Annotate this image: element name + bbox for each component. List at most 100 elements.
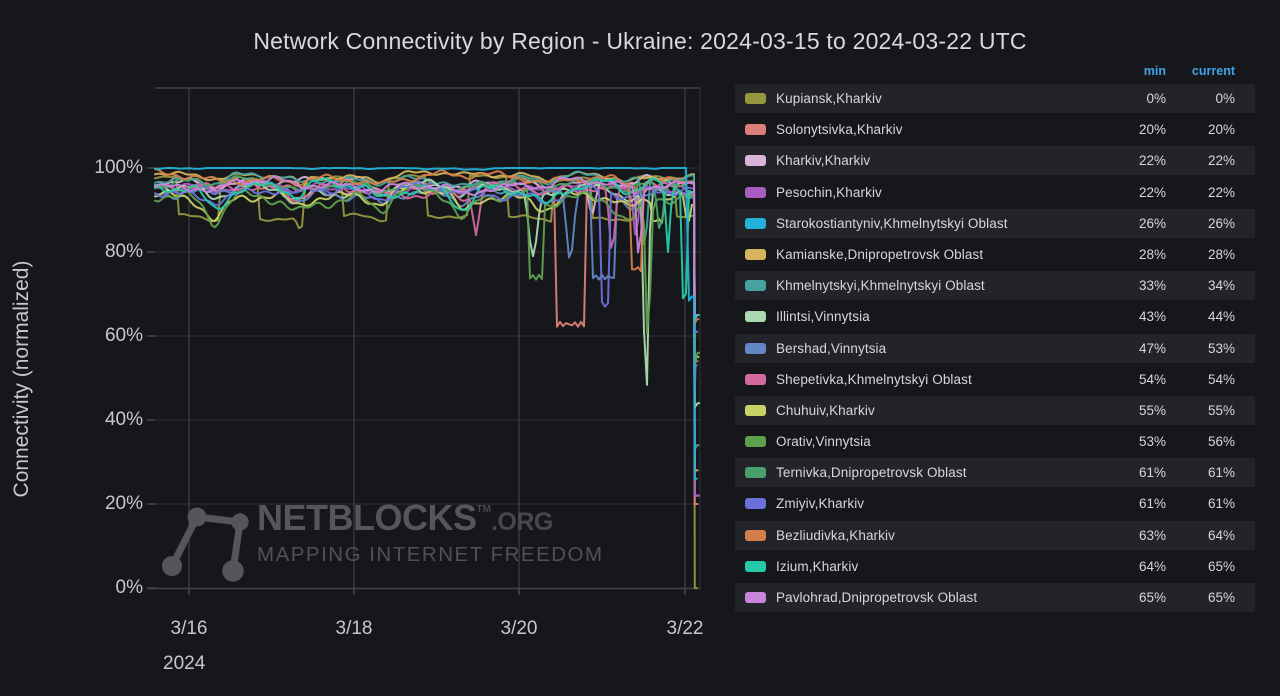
legend-label[interactable]: Kamianske,Dnipropetrovsk Oblast [776, 246, 984, 262]
legend-row[interactable]: Bershad,Vinnytsia 47% 53% [735, 333, 1255, 363]
series-line-pavlohrad-dnipropetrovsk-oblast [154, 175, 698, 316]
legend-label[interactable]: Orativ,Vinnytsia [776, 434, 871, 450]
series-line-starokostiantyniv-khmelnytskyi-oblast [154, 167, 698, 480]
legend-min-value: 22% [1138, 184, 1166, 200]
legend-current-value: 61% [1207, 496, 1235, 512]
legend-current-value: 28% [1207, 246, 1235, 262]
legend-swatch-icon[interactable] [745, 248, 766, 260]
watermark-tm: TM [476, 504, 491, 515]
legend-current-value: 22% [1207, 153, 1235, 169]
legend-swatch-icon[interactable] [745, 124, 766, 136]
legend-min-value: 47% [1138, 340, 1166, 356]
legend-label[interactable]: Shepetivka,Khmelnytskyi Oblast [776, 371, 972, 387]
legend-table: min current Kupiansk,Kharkiv 0% 0% Solonyts… [735, 60, 1255, 614]
legend-row[interactable]: Illintsi,Vinnytsia 43% 44% [735, 302, 1255, 331]
series-line-chuhuiv-kharkiv [154, 185, 700, 358]
legend-label[interactable]: Pavlohrad,Dnipropetrovsk Oblast [776, 590, 978, 605]
legend-current-value: 54% [1207, 371, 1235, 387]
legend-swatch-icon[interactable] [745, 373, 766, 385]
page-title: Network Connectivity by Region - Ukraine… [253, 28, 1027, 54]
legend-current-value: 26% [1207, 215, 1235, 231]
legend-row[interactable]: Pavlohrad,Dnipropetrovsk Oblast 65% 65% [735, 583, 1255, 612]
legend-min-value: 63% [1138, 527, 1166, 543]
legend-label[interactable]: Starokostiantyniv,Khmelnytskyi Oblast [776, 215, 1008, 231]
legend-swatch-icon[interactable] [745, 217, 766, 229]
legend-label[interactable]: Bezliudivka,Kharkiv [776, 527, 895, 543]
watermark-org: .ORG [490, 508, 553, 536]
legend-row[interactable]: Izium,Kharkiv 64% 65% [735, 552, 1255, 581]
legend-current-value: 0% [1215, 91, 1235, 106]
legend-min-value: 61% [1138, 496, 1166, 512]
chart-canvas[interactable] [0, 0, 720, 696]
legend-row[interactable]: Zmiyiv,Kharkiv 61% 61% [735, 489, 1255, 518]
watermark-tagline: MAPPING INTERNET FREEDOM [257, 543, 604, 566]
legend-swatch-icon[interactable] [745, 498, 766, 510]
legend-swatch-icon[interactable] [745, 155, 766, 167]
legend-swatch-icon[interactable] [745, 560, 766, 572]
legend-row[interactable]: Kamianske,Dnipropetrovsk Oblast 28% 28% [735, 240, 1255, 269]
legend-row[interactable]: Starokostiantyniv,Khmelnytskyi Oblast 26%… [735, 208, 1255, 238]
watermark-brand: NETBLOCKS [257, 497, 477, 538]
legend-label[interactable]: Kharkiv,Kharkiv [776, 153, 871, 169]
series-lines [154, 167, 701, 589]
y-tick-label: 0% [115, 577, 143, 598]
legend-row[interactable]: Chuhuiv,Kharkiv 55% 55% [735, 395, 1255, 425]
legend-current-value: 64% [1207, 527, 1235, 543]
legend-min-value: 55% [1138, 402, 1166, 418]
series-line-pesochin-kharkiv [154, 177, 701, 497]
legend-row[interactable]: Bezliudivka,Kharkiv 63% 64% [735, 520, 1255, 550]
legend-swatch-icon[interactable] [745, 311, 766, 323]
y-tick-label: 40% [104, 409, 143, 430]
legend-swatch-icon[interactable] [745, 186, 766, 198]
legend-row[interactable]: Orativ,Vinnytsia 53% 56% [735, 427, 1255, 456]
connectivity-chart[interactable]: Connectivity (normalized) 0% 20% 40% 60% 80%… [0, 0, 720, 696]
legend-row[interactable]: Kupiansk,Kharkiv 0% 0% [735, 84, 1255, 113]
legend-min-value: 43% [1138, 309, 1166, 325]
legend-min-value: 61% [1138, 465, 1166, 481]
legend-label[interactable]: Khmelnytskyi,Khmelnytskyi Oblast [776, 278, 985, 294]
legend-label[interactable]: Illintsi,Vinnytsia [776, 309, 870, 325]
legend-swatch-icon[interactable] [745, 592, 766, 603]
netblocks-logo-icon [162, 507, 249, 582]
legend-label[interactable]: Kupiansk,Kharkiv [776, 91, 882, 106]
legend-label[interactable]: Ternivka,Dnipropetrovsk Oblast [776, 465, 967, 481]
legend-swatch-icon[interactable] [745, 467, 766, 479]
legend-min-value: 26% [1138, 215, 1166, 231]
legend-header-row: min current [735, 60, 1255, 82]
legend-min-value: 22% [1138, 153, 1166, 169]
legend-swatch-icon[interactable] [745, 342, 766, 354]
legend-swatch-icon[interactable] [745, 280, 766, 292]
legend-label[interactable]: Chuhuiv,Kharkiv [776, 402, 875, 418]
series-line-orativ-vinnytsia [154, 182, 701, 367]
legend-header-current[interactable]: current [1191, 64, 1235, 78]
legend-current-value: 34% [1207, 278, 1235, 294]
legend-min-value: 28% [1138, 246, 1166, 262]
legend-swatch-icon[interactable] [745, 529, 766, 541]
legend-header-min[interactable]: min [1143, 64, 1166, 78]
legend-swatch-icon[interactable] [745, 93, 766, 104]
legend-label[interactable]: Bershad,Vinnytsia [776, 340, 887, 356]
legend-label[interactable]: Zmiyiv,Kharkiv [776, 496, 865, 512]
legend-current-value: 56% [1207, 434, 1235, 450]
legend-row[interactable]: Pesochin,Kharkiv 22% 22% [735, 178, 1255, 207]
legend-label[interactable]: Izium,Kharkiv [776, 558, 859, 574]
legend-row[interactable]: Solonytsivka,Kharkiv 20% 20% [735, 115, 1255, 144]
legend-row[interactable]: Ternivka,Dnipropetrovsk Oblast 61% 61% [735, 458, 1255, 488]
legend-row[interactable]: Kharkiv,Kharkiv 22% 22% [735, 146, 1255, 176]
legend-min-value: 54% [1138, 371, 1166, 387]
x-tick-label: 3/20 [500, 618, 538, 639]
x-tick-label: 3/22 [666, 618, 704, 639]
legend-min-value: 0% [1146, 91, 1166, 106]
y-tick-label: 100% [94, 157, 143, 178]
legend-swatch-icon[interactable] [745, 404, 766, 416]
legend-row[interactable]: Khmelnytskyi,Khmelnytskyi Oblast 33% 34% [735, 271, 1255, 301]
legend-min-value: 33% [1138, 278, 1166, 294]
legend-row[interactable]: Shepetivka,Khmelnytskyi Oblast 54% 54% [735, 365, 1255, 394]
y-tick-label: 80% [104, 241, 143, 262]
legend-current-value: 65% [1207, 558, 1235, 574]
legend-current-value: 61% [1207, 465, 1235, 481]
legend-label[interactable]: Solonytsivka,Kharkiv [776, 122, 903, 138]
x-tick-label: 3/16 [170, 618, 208, 639]
legend-label[interactable]: Pesochin,Kharkiv [776, 184, 882, 200]
legend-swatch-icon[interactable] [745, 436, 766, 448]
